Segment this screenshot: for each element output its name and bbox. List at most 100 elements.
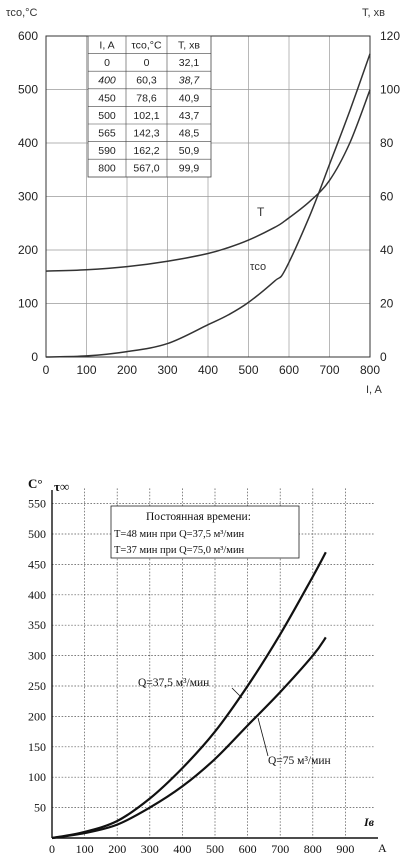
chart1-table-cell: 400 <box>98 75 116 87</box>
chart1-table-header-cell: T, хв <box>178 40 200 52</box>
chart1-table-cell: 78,6 <box>136 92 157 104</box>
chart2-y-tick-label: 500 <box>28 527 46 541</box>
chart2-y-tick-label: 300 <box>28 649 46 663</box>
chart2-x-tick-label: 200 <box>108 842 126 856</box>
chart2-y-tick-label: 150 <box>28 740 46 754</box>
chart2-y-tick-label: 450 <box>28 557 46 571</box>
chart2-y-tick-label: 350 <box>28 618 46 632</box>
chart1-series-T-line <box>45 89 371 272</box>
chart2-x-tick-label: 0 <box>49 842 55 856</box>
chart1-table-cell: 0 <box>144 57 150 69</box>
chart1-y-left-tick-label: 400 <box>18 136 38 150</box>
chart2-y-tick-label: 250 <box>28 679 46 693</box>
chart2-y-axis-label: τ∞ <box>54 479 69 494</box>
chart2-y-unit: C° <box>28 476 43 491</box>
chart2-y-ticks: 50 100 150 200 250 300 350 400 450 500 550 <box>28 497 46 815</box>
chart2-annotation-box: Постоянная времени: T=48 мин при Q=37,5 … <box>110 505 300 559</box>
chart1-y-left-ticks: 0 100 200 300 400 500 600 <box>18 29 38 364</box>
chart1-x-tick-label: 300 <box>157 363 177 377</box>
chart1-x-tick-label: 600 <box>279 363 299 377</box>
chart1-x-tick-label: 0 <box>43 363 50 377</box>
chart1-y-right-ticks: 0 20 40 60 80 100 120 <box>380 29 400 364</box>
chart1-left-axis-label: τсо,°С <box>6 7 38 19</box>
chart1-table-cell: 50,9 <box>179 145 200 157</box>
chart1-table-cell: 60,3 <box>136 75 157 87</box>
chart1-y-right-tick-label: 80 <box>380 136 394 150</box>
chart1-y-left-tick-label: 0 <box>31 350 38 364</box>
chart1-series-tau-line <box>45 53 371 358</box>
chart1-y-left-tick-label: 500 <box>18 83 38 97</box>
chart1-data-table: I, A τсо,°С T, хв 0 0 32,1 400 60,3 38,7 450 78,6 4… <box>87 35 212 178</box>
chart2-y-tick-label: 50 <box>34 801 46 815</box>
chart1-right-axis-label: T, хв <box>362 7 385 19</box>
chart1-y-right-tick-label: 60 <box>380 190 394 204</box>
chart1-y-right-tick-label: 40 <box>380 243 394 257</box>
chart2-y-tick-label: 100 <box>28 770 46 784</box>
chart1-table-cell: 500 <box>98 110 116 122</box>
chart2-x-ticks: 0 100 200 300 400 500 600 700 800 900 <box>49 842 354 856</box>
chart1-table-cell: 162,2 <box>133 145 159 157</box>
chart1-table-cell: 0 <box>104 57 110 69</box>
chart1-x-tick-label: 500 <box>238 363 258 377</box>
chart2-annotation-line-2: T=48 мин при Q=37,5 м³/мин <box>114 529 245 540</box>
chart1-x-ticks: 0 100 200 300 400 500 600 700 800 <box>43 363 381 377</box>
chart1-x-axis-label: I, A <box>366 384 383 396</box>
chart2-series-label-q37: Q=37,5 м³/мин <box>138 677 209 689</box>
chart1-table-cell: 590 <box>98 145 116 157</box>
chart1-table-cell: 102,1 <box>133 110 159 122</box>
chart1-table-cell: 567,0 <box>133 163 159 175</box>
chart2-x-tick-label: 900 <box>336 842 354 856</box>
chart1-y-right-tick-label: 20 <box>380 297 394 311</box>
chart2-x-tick-label: 700 <box>271 842 289 856</box>
chart2-label-leader-q37 <box>231 687 243 699</box>
chart2-x-tick-label: 800 <box>304 842 322 856</box>
chart2-y-tick-label: 200 <box>28 709 46 723</box>
chart1-y-left-tick-label: 300 <box>18 190 38 204</box>
chart1-table-cell: 32,1 <box>179 57 200 69</box>
chart1-table-cell: 40,9 <box>179 92 200 104</box>
chart2-series-q75-line <box>51 636 327 840</box>
chart1-x-tick-label: 200 <box>117 363 137 377</box>
chart2-annotation-frame <box>110 505 300 559</box>
chart2-y-tick-label: 400 <box>28 588 46 602</box>
chart1-table-header-cell: I, A <box>99 40 114 52</box>
chart2-annotation-line-1: Постоянная времени: <box>146 511 251 523</box>
chart2-y-tick-label: 550 <box>28 497 46 511</box>
chart1-series-label-T: T <box>257 205 265 219</box>
chart1-table-header-cell: τсо,°С <box>131 40 161 52</box>
chart1-series <box>45 53 371 358</box>
chart1-x-tick-label: 400 <box>198 363 218 377</box>
chart1-table-cell: 48,5 <box>179 128 200 140</box>
chart2-series-q37-line <box>51 551 327 840</box>
chart1-table-cell: 43,7 <box>179 110 200 122</box>
chart2-x-tick-label: 600 <box>239 842 257 856</box>
chart1-y-left-tick-label: 100 <box>18 297 38 311</box>
chart2-series <box>51 551 327 840</box>
chart2-x-tick-label: 500 <box>206 842 224 856</box>
chart1-y-left-tick-label: 600 <box>18 29 38 43</box>
chart1-table-cell: 38,7 <box>179 75 201 87</box>
chart1-y-right-tick-label: 120 <box>380 29 400 43</box>
chart2-annotation-line-3: T=37 мин при Q=75,0 м³/мин <box>114 545 245 556</box>
chart2-x-axis-label: Iв <box>363 815 375 829</box>
chart1-table-cell: 142,3 <box>133 128 159 140</box>
chart1-x-tick-label: 100 <box>76 363 96 377</box>
chart1-x-tick-label: 800 <box>360 363 380 377</box>
chart2-x-unit: A <box>378 841 387 855</box>
chart-2: C° τ∞ 0 100 200 300 400 500 600 700 800 900 50 100… <box>28 476 387 856</box>
chart1-table-cell: 565 <box>98 128 116 140</box>
chart1-table-cell: 450 <box>98 92 116 104</box>
chart1-y-left-tick-label: 200 <box>18 243 38 257</box>
chart2-label-leader-q75 <box>257 717 269 757</box>
chart1-series-label-tau: τсо <box>250 261 266 273</box>
chart1-x-tick-label: 700 <box>319 363 339 377</box>
chart1-y-right-tick-label: 100 <box>380 83 400 97</box>
chart2-x-tick-label: 400 <box>173 842 191 856</box>
chart2-series-label-q75: Q=75 м³/мин <box>268 755 331 767</box>
chart1-table-cell: 99,9 <box>179 163 200 175</box>
chart2-x-tick-label: 300 <box>141 842 159 856</box>
chart1-y-right-tick-label: 0 <box>380 350 387 364</box>
chart1-table-cell: 800 <box>98 163 116 175</box>
chart-1: τсо,°С T, хв 0 100 200 300 400 500 600 700 800 0… <box>6 7 400 396</box>
